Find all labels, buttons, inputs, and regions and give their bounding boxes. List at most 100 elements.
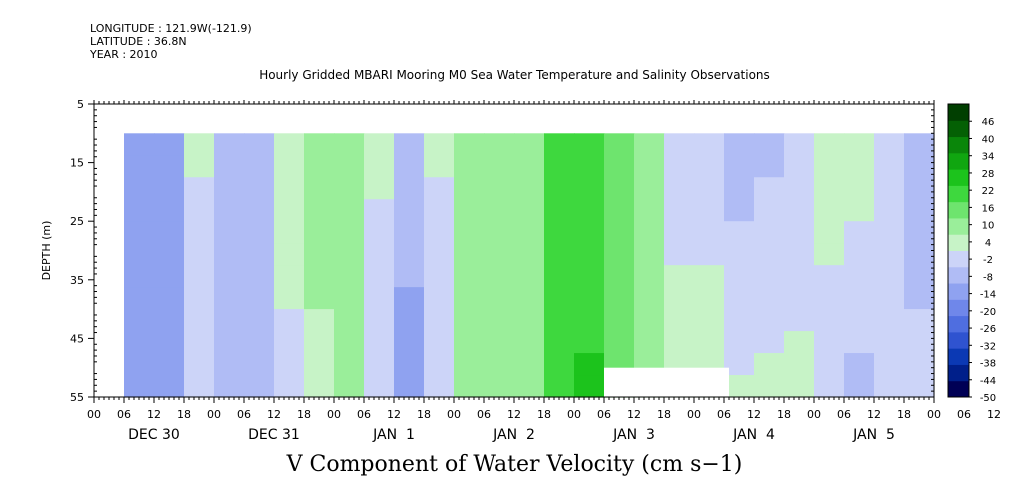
heatmap-cell [454, 309, 485, 332]
heatmap-cell [754, 331, 785, 354]
heatmap-cell [364, 353, 395, 376]
heatmap-cell [274, 155, 305, 178]
heatmap-cell [184, 265, 215, 288]
heatmap-cell [724, 133, 755, 156]
heatmap-cell [304, 177, 335, 200]
heatmap-cell [514, 155, 545, 178]
heatmap-cell [214, 309, 245, 332]
variable-title: V Component of Water Velocity (cm s−1) [286, 452, 743, 477]
x-tick-label: 06 [717, 408, 731, 421]
y-axis-label: DEPTH (m) [40, 221, 53, 281]
heatmap-cell [484, 133, 515, 156]
heatmap-cell [274, 375, 305, 398]
heatmap-cell [454, 331, 485, 354]
heatmap-cell [724, 155, 755, 178]
heatmap-cell [814, 199, 845, 222]
x-tick-label: 00 [207, 408, 221, 421]
x-tick-label: 06 [957, 408, 971, 421]
heatmap-cell [694, 155, 725, 178]
heatmap-cell [784, 287, 815, 310]
heatmap-cell [244, 375, 275, 398]
heatmap-cell [754, 243, 785, 266]
colorbar-tick-label: 46 [982, 117, 995, 128]
colorbar-tick-label: -14 [980, 290, 996, 301]
heatmap-cell [514, 287, 545, 310]
x-tick-label: 18 [537, 408, 551, 421]
heatmap-cell [544, 375, 575, 398]
colorbar-swatch [948, 364, 969, 382]
heatmap-cell [514, 331, 545, 354]
heatmap-cell [424, 133, 455, 156]
heatmap-cell [904, 155, 935, 178]
heatmap-cell [454, 133, 485, 156]
heatmap-cell [514, 243, 545, 266]
heatmap-cell [454, 177, 485, 200]
x-tick-label: 12 [387, 408, 401, 421]
heatmap-cell [394, 243, 425, 266]
year-label: YEAR : 2010 [90, 48, 158, 61]
heatmap-cell [784, 221, 815, 244]
colorbar-tick-label: 40 [982, 134, 995, 145]
heatmap-cell [844, 309, 875, 332]
heatmap-cell [154, 243, 185, 266]
heatmap-cell [154, 177, 185, 200]
heatmap-cell [394, 221, 425, 244]
heatmap-cell [274, 243, 305, 266]
heatmap-cell [514, 133, 545, 156]
x-axis: 00 06 12 18 00 06 12 18 00 06 12 18 00 06 12 18 00 06 12 18… [87, 100, 1001, 443]
heatmap-cell [364, 155, 395, 178]
heatmap-cell [124, 199, 155, 222]
heatmap-cell [334, 309, 365, 332]
heatmap-cell [214, 133, 245, 156]
heatmap-cell [544, 265, 575, 288]
heatmap-cell [754, 221, 785, 244]
heatmap-cell [664, 177, 695, 200]
heatmap-cell [484, 265, 515, 288]
heatmap-cell [184, 331, 215, 354]
colorbar-swatch [948, 104, 969, 121]
heatmap-cell [574, 243, 605, 266]
heatmap-cell [814, 243, 845, 266]
heatmap-cell [544, 287, 575, 310]
x-day-label: DEC 31 [248, 427, 300, 443]
y-axis: 5 15 25 35 45 55 DEPTH (m) [40, 98, 934, 404]
heatmap-cell [484, 353, 515, 376]
x-tick-label: 06 [117, 408, 131, 421]
heatmap-cell [874, 331, 905, 354]
heatmap-cell [304, 133, 335, 156]
heatmap-cell [904, 199, 935, 222]
heatmap-cell [514, 375, 545, 398]
colorbar-swatch [948, 315, 969, 333]
heatmap-cell [724, 331, 755, 354]
colorbar-tick-label: -32 [980, 341, 996, 352]
heatmap-cell [904, 287, 935, 310]
heatmap-cell [754, 287, 785, 310]
heatmap-cell [184, 177, 215, 200]
heatmap-cell [124, 243, 155, 266]
heatmap-cell [394, 133, 425, 156]
heatmap-cell [424, 177, 455, 200]
heatmap-cell [214, 331, 245, 354]
heatmap-cell [214, 177, 245, 200]
heatmap-cell [844, 331, 875, 354]
heatmap-cell [634, 199, 665, 222]
heatmap-cell [574, 177, 605, 200]
heatmap-cell [574, 375, 605, 398]
heatmap-cell [184, 155, 215, 178]
heatmap-cell [214, 353, 245, 376]
heatmap-cell [364, 331, 395, 354]
heatmap-cell [784, 331, 815, 354]
heatmap-cell [634, 309, 665, 332]
heatmap-cell [604, 309, 635, 332]
heatmap-cell [604, 265, 635, 288]
heatmap-cell [724, 353, 755, 376]
heatmap-cell [424, 265, 455, 288]
heatmap-cell [874, 353, 905, 376]
heatmap-cell [424, 309, 455, 332]
latitude-label: LATITUDE : 36.8N [90, 35, 187, 48]
heatmap-cell [154, 221, 185, 244]
heatmap-cell [454, 287, 485, 310]
heatmap-cell [784, 243, 815, 266]
heatmap-cell [634, 265, 665, 288]
heatmap-cell [544, 221, 575, 244]
